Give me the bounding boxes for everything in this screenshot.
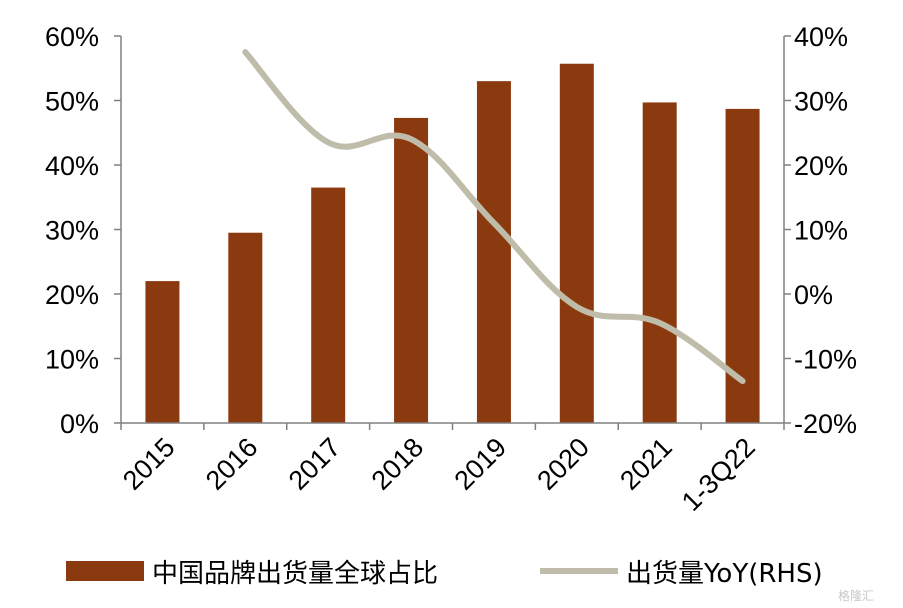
bar — [642, 102, 677, 423]
x-axis-category-label: 2016 — [200, 432, 264, 496]
x-axis-category-label: 2018 — [366, 432, 430, 496]
bar — [311, 187, 346, 423]
bar — [725, 108, 760, 423]
left-y-axis: 0% 10% 20% 30% 40% 50% 60% — [45, 22, 122, 439]
legend-label-bar: 中国品牌出货量全球占比 — [152, 559, 438, 589]
left-axis-tick-label: 30% — [45, 216, 99, 246]
right-axis-tick-label: 30% — [794, 87, 848, 117]
legend-swatch-bar — [66, 561, 144, 581]
legend-label-line: 出货量YoY(RHS) — [626, 559, 823, 589]
right-y-axis: -20% -10% 0% 10% 20% 30% 40% — [783, 22, 857, 439]
right-axis-tick-label: 20% — [794, 151, 848, 181]
x-axis-category-label: 2017 — [283, 432, 347, 496]
left-axis-tick-label: 40% — [45, 151, 99, 181]
bar — [145, 281, 180, 423]
right-axis-tick-label: -20% — [794, 409, 857, 439]
yoy-line — [242, 49, 746, 385]
right-axis-tick-label: 10% — [794, 216, 848, 246]
x-axis-category-label: 2020 — [531, 432, 595, 496]
right-axis-tick-label: -10% — [794, 345, 857, 375]
x-axis-category-label: 2021 — [614, 432, 678, 496]
watermark: 格隆汇 — [838, 588, 874, 603]
right-axis-tick-label: 0% — [794, 280, 833, 310]
bar — [394, 117, 429, 423]
bar — [476, 81, 511, 424]
bar — [559, 63, 594, 424]
left-axis-tick-label: 10% — [45, 345, 99, 375]
x-axis-category-label: 2019 — [448, 432, 512, 496]
legend: 中国品牌出货量全球占比 出货量YoY(RHS) — [66, 559, 823, 589]
left-axis-tick-label: 60% — [45, 22, 99, 52]
left-axis-tick-label: 20% — [45, 280, 99, 310]
right-axis-tick-label: 40% — [794, 22, 848, 52]
x-axis-category-label: 1-3Q22 — [676, 432, 761, 517]
bar — [228, 232, 263, 423]
line-series — [242, 49, 746, 385]
left-axis-tick-label: 50% — [45, 87, 99, 117]
bar-series — [145, 63, 760, 424]
left-axis-tick-label: 0% — [60, 409, 99, 439]
x-axis-category-label: 2015 — [117, 432, 181, 496]
